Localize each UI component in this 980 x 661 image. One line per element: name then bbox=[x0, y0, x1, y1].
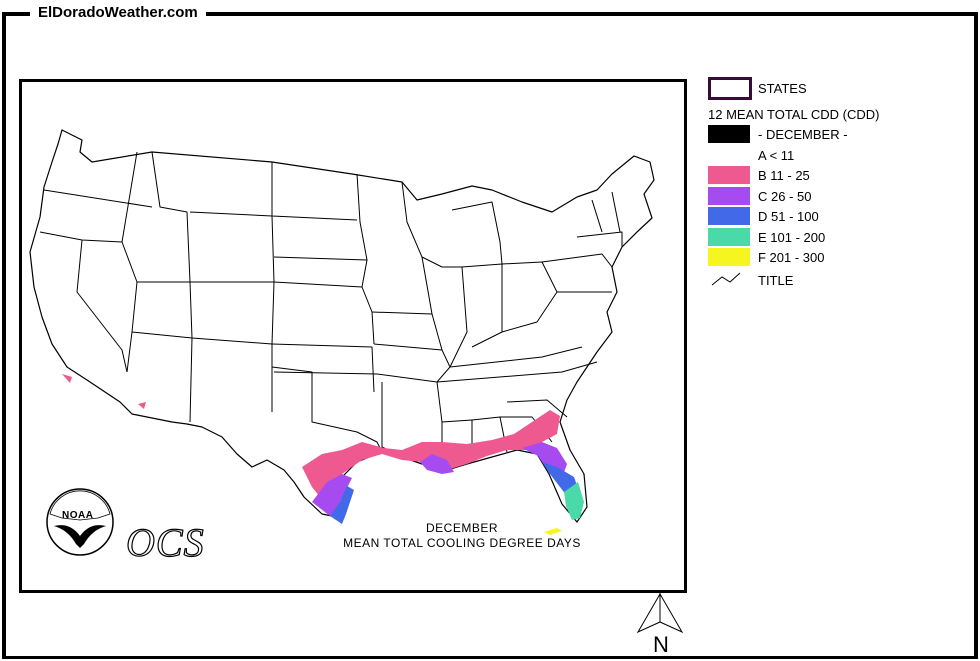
legend-row-c: C 26 - 50 bbox=[708, 186, 811, 206]
zone-c-louisiana bbox=[420, 454, 454, 474]
legend-label-states: STATES bbox=[758, 80, 807, 96]
legend-label-f: F 201 - 300 bbox=[758, 249, 825, 265]
legend-row-a: A < 11 bbox=[708, 145, 794, 165]
legend-label-d: D 51 - 100 bbox=[758, 208, 819, 224]
cdd-zones bbox=[62, 374, 584, 535]
ocs-logo-text: OCS bbox=[125, 519, 205, 565]
zone-e-florida bbox=[564, 482, 584, 520]
map-caption: DECEMBER MEAN TOTAL COOLING DEGREE DAYS bbox=[342, 521, 582, 551]
caption-month: DECEMBER bbox=[425, 521, 498, 535]
caption-subtitle: MEAN TOTAL COOLING DEGREE DAYS bbox=[343, 536, 581, 550]
legend-label-c: C 26 - 50 bbox=[758, 188, 812, 204]
swatch-f bbox=[708, 248, 750, 266]
legend-label-a: A < 11 bbox=[758, 147, 795, 163]
swatch-d bbox=[708, 207, 750, 225]
zone-c-texas bbox=[312, 474, 352, 518]
outer-frame bbox=[2, 12, 978, 656]
legend-row-d: D 51 - 100 bbox=[708, 206, 819, 226]
legend-row-e: E 101 - 200 bbox=[708, 227, 825, 247]
legend-row-states: STATES bbox=[708, 76, 807, 100]
noaa-logo-text: NOAA bbox=[62, 510, 94, 521]
legend-measure-title: 12 MEAN TOTAL CDD (CDD) bbox=[708, 107, 880, 122]
outer-frame-bottom bbox=[2, 656, 978, 659]
legend-label-e: E 101 - 200 bbox=[758, 229, 826, 245]
zone-b-arizona bbox=[138, 402, 146, 409]
legend-row-title: - DECEMBER - bbox=[708, 124, 848, 144]
title-line-icon bbox=[711, 272, 741, 286]
noaa-logo-icon bbox=[46, 488, 114, 556]
legend-row-f: F 201 - 300 bbox=[708, 247, 825, 267]
title-swatch bbox=[708, 125, 750, 143]
states-outline-swatch bbox=[708, 76, 752, 100]
zone-b-socal bbox=[62, 374, 72, 383]
north-arrow: N bbox=[632, 592, 688, 661]
north-arrow-icon: N bbox=[636, 592, 684, 657]
north-label: N bbox=[653, 632, 669, 656]
legend-row-title-line: TITLE bbox=[708, 270, 793, 290]
legend-label-title-line: TITLE bbox=[758, 272, 794, 288]
legend-label-title-row: - DECEMBER - bbox=[758, 126, 848, 142]
swatch-b bbox=[708, 166, 750, 184]
swatch-c bbox=[708, 187, 750, 205]
legend-row-b: B 11 - 25 bbox=[708, 165, 810, 185]
us-map bbox=[29, 129, 655, 556]
legend-label-b: B 11 - 25 bbox=[758, 167, 810, 183]
site-title[interactable]: ElDoradoWeather.com bbox=[30, 4, 206, 22]
swatch-a bbox=[708, 146, 750, 164]
zone-d-texas bbox=[330, 486, 354, 524]
map-panel: NOAA OCS DECEMBER MEAN TOTAL COOLING DEG… bbox=[19, 79, 687, 593]
swatch-e bbox=[708, 228, 750, 246]
zone-f-keys bbox=[544, 528, 562, 535]
